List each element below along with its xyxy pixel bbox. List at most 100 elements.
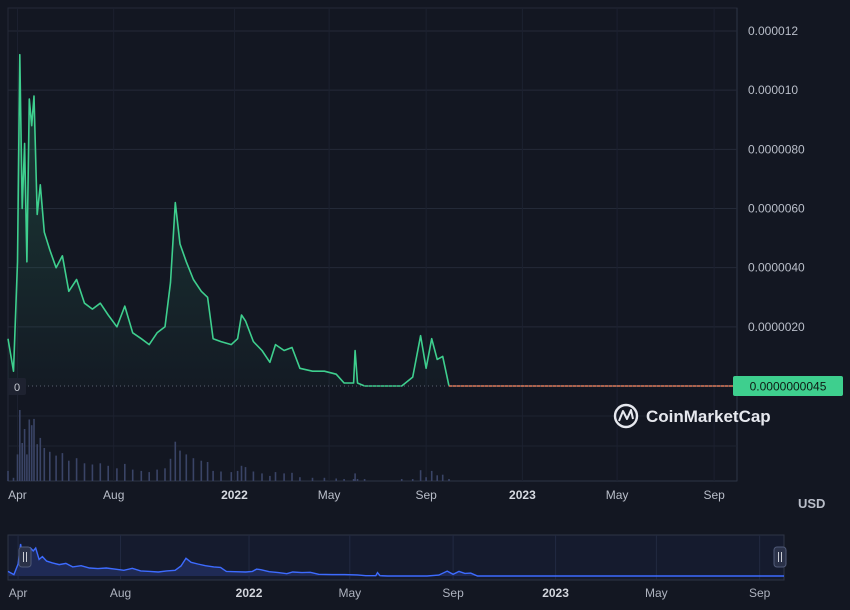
volume-bar (174, 441, 177, 481)
volume-bar (12, 477, 15, 481)
navigator-tick-label: May (338, 586, 361, 600)
volume-bar (28, 419, 31, 481)
volume-bar (30, 425, 33, 481)
navigator-left-handle[interactable] (18, 546, 32, 568)
volume-bar (352, 479, 355, 481)
volume-bar (335, 478, 337, 481)
zero-label: 0 (14, 382, 20, 394)
x-tick-label: 2022 (221, 488, 248, 502)
x-tick-label: May (606, 488, 629, 502)
volume-bar (411, 479, 414, 481)
volume-bar (185, 454, 188, 481)
volume-bar (220, 471, 222, 481)
volume-bar (148, 472, 150, 481)
x-tick-label: 2023 (509, 488, 536, 502)
volume-bar (436, 475, 438, 481)
volume-bar (131, 469, 134, 481)
gridlines (8, 8, 737, 481)
volume-bar (83, 463, 86, 482)
volume-bar (354, 473, 356, 481)
volume-bar (179, 450, 181, 481)
volume-bar (36, 444, 38, 481)
volume-bar (363, 479, 366, 481)
volume-bar (323, 477, 326, 481)
volume-bar (99, 463, 102, 482)
y-tick-label: 0.000012 (748, 24, 798, 38)
volume-bar (425, 477, 427, 481)
volume-bar (240, 465, 243, 481)
coinmarketcap-logo: CoinMarketCap (613, 403, 771, 429)
volume-bar (43, 448, 46, 481)
volume-bar (16, 454, 19, 481)
volume-bar (419, 470, 422, 481)
y-tick-label: 0.000010 (748, 83, 798, 97)
volume-bar (26, 454, 28, 481)
navigator-tick-label: Sep (749, 586, 771, 600)
volume-bar (200, 460, 203, 481)
navigator-area (8, 544, 784, 576)
volume-bar (448, 479, 450, 481)
volume-bar (299, 477, 301, 481)
volume-bar (291, 472, 293, 481)
x-tick-label: Aug (103, 488, 124, 502)
volume-bar (430, 470, 433, 481)
price-area (8, 54, 449, 386)
zero-badge (8, 378, 26, 395)
volume-bar (140, 470, 143, 481)
volume-bar (21, 443, 23, 481)
price-line (7, 53, 450, 387)
y-tick-label: 0.0000060 (748, 202, 805, 216)
volume-bar (107, 465, 109, 481)
volume-bar (236, 470, 239, 481)
volume-bar (75, 458, 78, 481)
volume-bar (169, 458, 172, 481)
navigator-tick-label: Aug (110, 586, 131, 600)
volume-bar (356, 479, 359, 481)
volume-bar (311, 477, 314, 481)
volume-bar (23, 429, 26, 481)
volume-bar (33, 418, 35, 481)
x-tick-label: May (318, 488, 341, 502)
volume-bar (116, 468, 118, 481)
y-tick-label: 0.0000020 (748, 320, 805, 334)
volume-bar (68, 460, 70, 481)
volume-bar (164, 468, 166, 481)
volume-bar (441, 474, 444, 481)
volume-bar (49, 451, 51, 481)
volume-bar (400, 479, 403, 481)
volume-bar (124, 463, 126, 481)
y-axis-ticks: 0.000012 0.000010 0.0000080 0.0000060 0.0000… (748, 24, 805, 334)
volume-bar (269, 475, 271, 481)
logo-mark-stroke (618, 409, 634, 422)
navigator-tick-label: May (645, 586, 668, 600)
navigator-tick-label: 2023 (542, 586, 569, 600)
navigator-x-ticks: Apr Aug 2022 May Sep 2023 May Sep (9, 586, 771, 600)
volume-bar (7, 470, 9, 481)
y-tick-label: 0.0000080 (748, 142, 805, 156)
volume-bar (156, 469, 158, 481)
navigator-line (7, 543, 784, 577)
volume-bar (244, 467, 247, 481)
volume-bar (261, 473, 263, 481)
x-tick-label: Sep (703, 488, 725, 502)
current-price-label: 0.0000000045 (750, 380, 827, 394)
volume-bar (283, 473, 285, 481)
volume-bars (7, 410, 450, 482)
x-axis-ticks: Apr Aug 2022 May Sep 2023 May Sep (8, 488, 725, 502)
volume-bar (192, 458, 195, 481)
navigator-tick-label: 2022 (236, 586, 263, 600)
currency-unit: USD (798, 496, 825, 511)
volume-bar (230, 472, 233, 481)
x-tick-label: Sep (415, 488, 437, 502)
navigator-right-handle[interactable] (773, 546, 787, 568)
volume-bar (212, 470, 214, 481)
volume-bar (39, 437, 42, 481)
y-tick-label: 0.0000040 (748, 261, 805, 275)
volume-bar (91, 464, 94, 481)
navigator-tick-label: Apr (9, 586, 28, 600)
x-tick-label: Apr (8, 488, 27, 502)
volume-bar (252, 471, 255, 481)
volume-bar (55, 455, 57, 481)
plot-area[interactable] (7, 7, 738, 482)
